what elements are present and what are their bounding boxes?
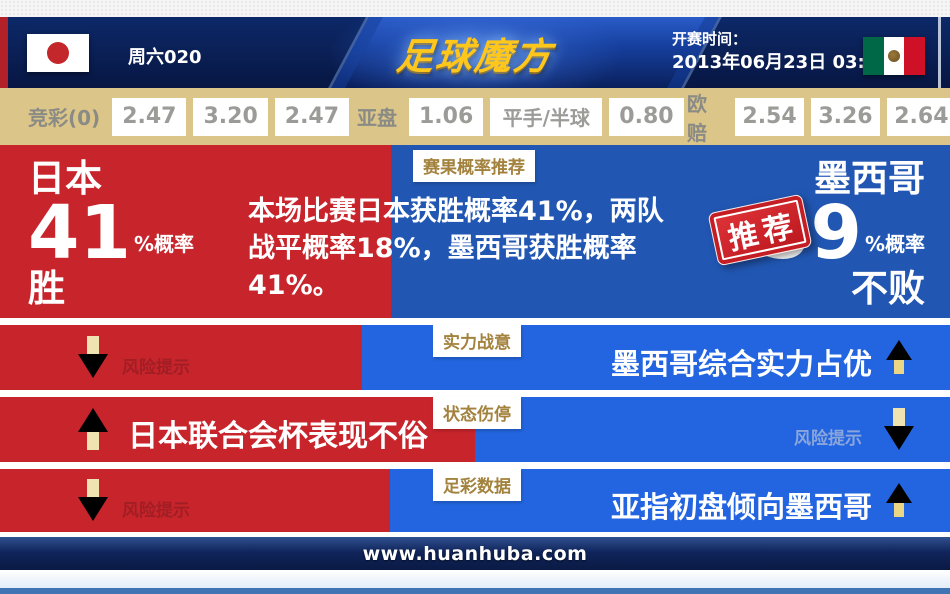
home-win-percent: 41 [28,190,131,276]
probability-summary: 本场比赛日本获胜概率41%，两队 战平概率18%，墨西哥获胜概率 41%。 [248,193,664,304]
odds-bar: 竞彩(0) 2.47 3.20 2.47 亚盘 1.06 平手/半球 0.80 … [0,88,950,145]
form-tag: 状态伤停 [433,397,521,429]
down-arrow-icon [78,336,108,378]
jingcai-draw-odds: 3.20 [193,97,268,136]
yapan-label: 亚盘 [357,106,397,130]
site-logo: 足球魔方 [394,34,555,78]
up-arrow-icon [78,408,108,450]
up-arrow-icon [886,340,912,374]
data-row-red-segment: 风险提示 [0,469,390,532]
strength-row: 风险提示 墨西哥综合实力占优 实力战意 [0,325,950,390]
home-probability-background [0,145,391,318]
left-red-accent [0,17,8,88]
summary-line: 41%。 [248,270,340,301]
result-probability-tag: 赛果概率推荐 [413,150,535,182]
logo-glow [330,17,620,88]
kickoff-time-block: 开赛时间： 2013年06月23日 03:00 [672,28,890,76]
bottom-blue-strip [0,588,950,594]
asian-handicap-group: 亚盘 1.06 平手/半球 0.80 [357,88,684,145]
site-url-link[interactable]: www.huanhuba.com [362,542,588,565]
form-row: 日本联合会杯表现不俗 风险提示 状态伤停 [0,397,950,462]
away-outcome-label: 不败 [851,267,925,310]
oupei-draw-odds: 3.26 [810,97,880,136]
strength-row-red-segment: 风险提示 [0,325,362,390]
kickoff-time: 2013年06月23日 03:00 [672,52,890,73]
match-header: 足球魔方 周六020 开赛时间： 2013年06月23日 03:00 [0,17,950,88]
japan-flag-icon [27,34,89,72]
up-arrow-icon [886,483,912,517]
jingcai-away-odds: 2.47 [274,97,350,136]
jingcai-odds-group: 竞彩(0) 2.47 3.20 2.47 [28,88,350,145]
mexico-flag-icon [863,37,926,75]
oupei-home-odds: 2.54 [735,97,804,136]
risk-hint-label: 风险提示 [794,429,862,449]
oupei-away-odds: 2.64 [886,97,950,136]
form-headline: 日本联合会杯表现不俗 [128,419,428,454]
top-margin-strip [0,0,950,17]
footer-bar: www.huanhuba.com [0,537,950,570]
data-row: 风险提示 亚指初盘倾向墨西哥 足彩数据 [0,469,950,532]
yapan-home-odds: 1.06 [409,97,484,136]
data-tag: 足彩数据 [433,469,521,501]
down-arrow-icon [78,479,108,521]
down-arrow-icon [884,408,914,450]
home-team-name: 日本 [28,157,102,200]
kickoff-label: 开赛时间： [672,30,748,48]
risk-hint-label: 风险提示 [122,358,190,378]
data-headline: 亚指初盘倾向墨西哥 [610,490,872,524]
oupei-label: 欧赔 [687,91,707,145]
summary-line: 本场比赛日本获胜概率41%，两队 [248,196,664,227]
away-team-name: 墨西哥 [814,157,925,200]
euro-odds-group: 欧赔 2.54 3.26 2.64 [687,88,950,145]
away-percent-suffix: %概率 [864,232,925,256]
japan-flag-sun [47,42,69,64]
jingcai-label: 竞彩(0) [28,106,101,130]
bottom-light-area [0,570,950,588]
form-row-blue-segment: 风险提示 [475,397,950,462]
mexico-flag-emblem [888,50,900,62]
probability-panel: 赛果概率推荐 日本 41 %概率 胜 本场比赛日本获胜概率41%，两队 战平概率… [0,145,950,318]
home-percent-row: 41 %概率 [28,190,195,276]
summary-line: 战平概率18%，墨西哥获胜概率 [248,233,637,264]
home-percent-suffix: %概率 [133,232,195,256]
match-code: 周六020 [128,47,202,68]
yapan-handicap-line: 平手/半球 [490,97,603,136]
strength-tag: 实力战意 [433,325,521,357]
strength-headline: 墨西哥综合实力占优 [610,347,872,381]
yapan-away-odds: 0.80 [609,97,684,136]
logo-wrap: 足球魔方 [0,17,950,88]
home-probability-block: 日本 41 %概率 胜 [28,157,194,313]
form-row-red-segment: 日本联合会杯表现不俗 [0,397,475,462]
right-edge-line [938,17,941,88]
jingcai-home-odds: 2.47 [112,97,187,136]
home-outcome-label: 胜 [28,267,65,310]
risk-hint-label: 风险提示 [122,501,190,521]
